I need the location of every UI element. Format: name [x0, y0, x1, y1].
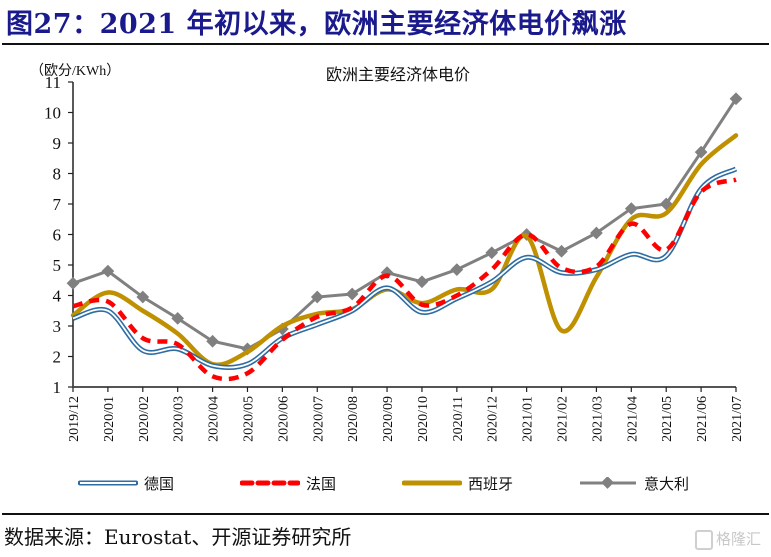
x-tick-label: 2021/03 — [590, 396, 605, 442]
y-tick-label: 5 — [53, 256, 62, 275]
legend-item-france: 法国 — [240, 470, 336, 496]
top-rule — [2, 43, 769, 45]
x-tick-label: 2020/09 — [381, 396, 396, 442]
x-tick-label: 2020/12 — [486, 396, 501, 442]
y-tick-label: 1 — [53, 378, 62, 397]
legend-label-spain: 西班牙 — [468, 474, 514, 493]
watermark: 格隆汇 — [694, 528, 761, 550]
legend-item-germany: 德国 — [78, 470, 174, 496]
legend-swatch-germany — [78, 480, 138, 486]
legend-label-italy: 意大利 — [644, 474, 690, 493]
data-point-italy — [555, 244, 568, 258]
x-tick-label: 2020/08 — [346, 396, 361, 442]
series-layer — [66, 92, 743, 382]
line-chart: 欧洲主要经济体电价 （欧分/KWh） 1 2 3 4 5 6 7 8 9 10 11 2019/12 2… — [30, 63, 745, 442]
watermark-text: 格隆汇 — [715, 530, 761, 548]
series-line-inner-germany — [72, 168, 737, 369]
legend-swatch-italy — [580, 477, 636, 489]
legend-item-italy: 意大利 — [578, 470, 689, 496]
x-tick-label: 2021/01 — [521, 396, 536, 442]
x-tick-label: 2020/07 — [311, 396, 326, 442]
series-france — [72, 177, 737, 382]
series-germany — [72, 166, 738, 371]
legend-swatch-france — [240, 480, 300, 486]
y-tick-label: 3 — [53, 317, 62, 336]
legend-item-spain: 西班牙 — [402, 470, 513, 496]
x-tick-label: 2020/05 — [241, 396, 256, 442]
figure-title: 图27：2021 年初以来，欧洲主要经济体电价飙涨 — [6, 9, 627, 40]
x-tick-label: 2020/10 — [416, 396, 431, 442]
legend-label-germany: 德国 — [144, 474, 175, 493]
legend-swatch-spain — [402, 480, 462, 486]
series-italy — [66, 92, 743, 356]
x-tick-label: 2020/06 — [276, 396, 291, 442]
source-note: 数据来源：Eurostat、开源证券研究所 — [4, 525, 352, 549]
y-tick-label: 4 — [53, 287, 62, 306]
data-point-italy — [206, 334, 219, 348]
x-tick-label: 2020/02 — [137, 396, 152, 442]
legend: 德国 法国 西班牙 意大利 — [70, 470, 760, 496]
x-tick-label: 2020/01 — [102, 396, 117, 442]
data-point-italy — [415, 275, 429, 289]
x-tick-label: 2019/12 — [67, 396, 82, 442]
watermark-logo-icon — [694, 529, 713, 550]
data-point-italy — [66, 276, 80, 290]
axes: 1 2 3 4 5 6 7 8 9 10 11 2019/12 2020/01 2020/02 2020/0… — [44, 73, 745, 442]
y-tick-label: 2 — [53, 348, 62, 367]
data-point-italy — [485, 246, 499, 260]
series-line-france — [72, 177, 737, 382]
x-tick-label: 2021/02 — [556, 396, 571, 442]
series-line-spain — [70, 133, 739, 367]
data-point-italy — [450, 263, 464, 276]
y-tick-label: 11 — [45, 73, 61, 92]
y-tick-label: 9 — [53, 134, 62, 153]
data-point-italy — [136, 290, 150, 304]
x-tick-label: 2021/07 — [730, 396, 745, 442]
y-tick-label: 6 — [53, 226, 62, 245]
y-tick-label: 10 — [44, 104, 61, 123]
y-tick-label: 8 — [53, 165, 62, 184]
x-tick-label: 2021/05 — [660, 396, 675, 442]
series-line-germany — [72, 166, 738, 371]
x-tick-label: 2021/04 — [625, 396, 640, 442]
data-point-italy — [101, 264, 115, 278]
x-tick-label: 2021/06 — [695, 396, 710, 442]
x-tick-label: 2020/11 — [451, 396, 466, 441]
x-tick-label: 2020/03 — [172, 396, 187, 442]
x-tick-label: 2020/04 — [207, 396, 222, 442]
legend-label-france: 法国 — [306, 474, 337, 493]
data-point-italy — [171, 312, 185, 325]
series-spain — [70, 133, 739, 367]
y-tick-label: 7 — [53, 195, 62, 214]
bottom-rule — [2, 513, 769, 515]
y-axis-label: （欧分/KWh） — [30, 63, 120, 79]
data-point-italy — [310, 290, 324, 304]
data-point-italy — [345, 287, 359, 301]
chart-title: 欧洲主要经济体电价 — [326, 66, 470, 84]
series-line-italy — [72, 97, 738, 351]
